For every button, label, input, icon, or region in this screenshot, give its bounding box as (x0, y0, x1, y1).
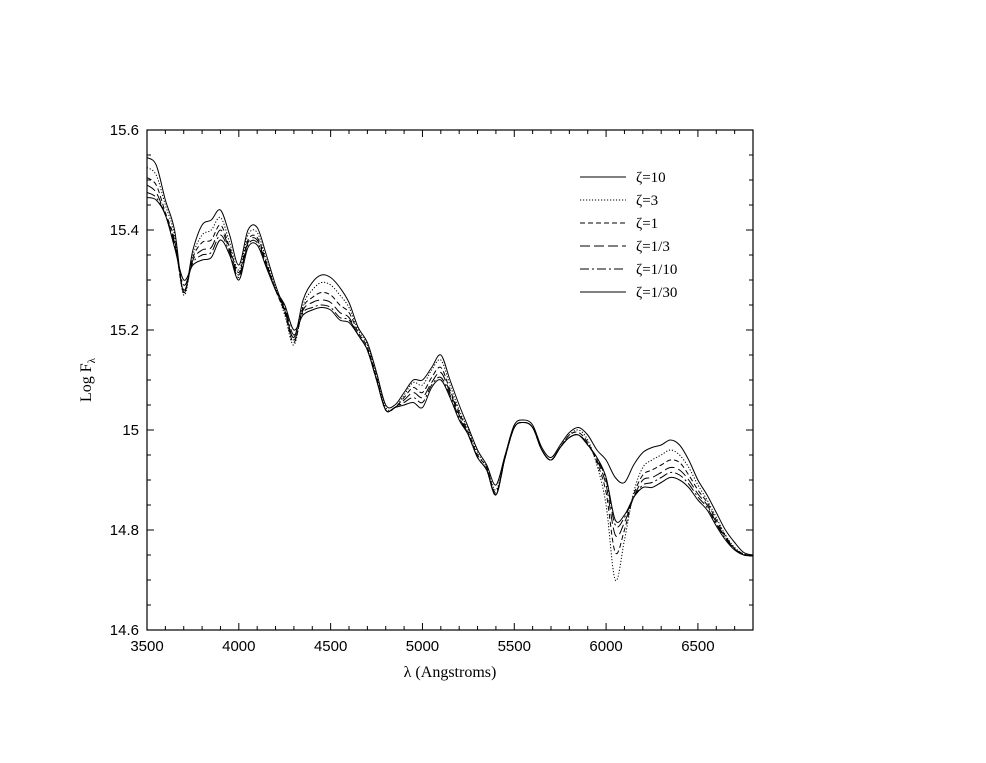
series-line-1 (146, 167, 754, 582)
series-line-0 (146, 157, 754, 556)
y-tick-label: 15.6 (110, 122, 139, 139)
legend-label: ζ=1/30 (636, 285, 677, 301)
legend-label: ζ=3 (636, 193, 658, 209)
series-layer (146, 157, 754, 582)
legend: ζ=10 ζ=3 ζ=1 ζ=1/3 ζ=1/10 ζ=1/30 (580, 170, 677, 301)
svg-text:Log Fλ: Log Fλ (78, 357, 98, 402)
x-tick-label: 5500 (498, 638, 531, 655)
legend-label: ζ=1/3 (636, 239, 670, 255)
x-tick-label: 4500 (314, 638, 347, 655)
x-tick-label: 4000 (222, 638, 255, 655)
y-tick-label: 15.4 (110, 222, 139, 239)
y-tick-label: 15.2 (110, 322, 139, 339)
x-tick-label: 6000 (589, 638, 622, 655)
x-axis-ticks: 3500 4000 4500 5000 5500 6000 6500 (130, 130, 754, 655)
legend-label: ζ=10 (636, 170, 666, 186)
legend-label: ζ=1/10 (636, 262, 677, 278)
series-line-3 (146, 184, 754, 557)
x-tick-label: 3500 (130, 638, 163, 655)
y-tick-label: 14.8 (110, 522, 139, 539)
series-line-5 (146, 197, 754, 557)
x-axis-label: λ (Angstroms) (404, 664, 497, 681)
y-axis-label-group: Log Fλ (78, 357, 98, 402)
series-line-4 (146, 192, 754, 557)
y-axis-label: Log F (78, 363, 95, 402)
y-tick-label: 15 (122, 422, 139, 439)
x-tick-label: 6500 (681, 638, 714, 655)
x-tick-label: 5000 (406, 638, 439, 655)
y-axis-ticks: 14.6 14.8 15 15.2 15.4 15.6 (110, 122, 753, 639)
y-tick-label: 14.6 (110, 622, 139, 639)
y-axis-label-subscript: λ (86, 357, 98, 363)
legend-label: ζ=1 (636, 216, 658, 232)
series-line-2 (146, 177, 754, 557)
